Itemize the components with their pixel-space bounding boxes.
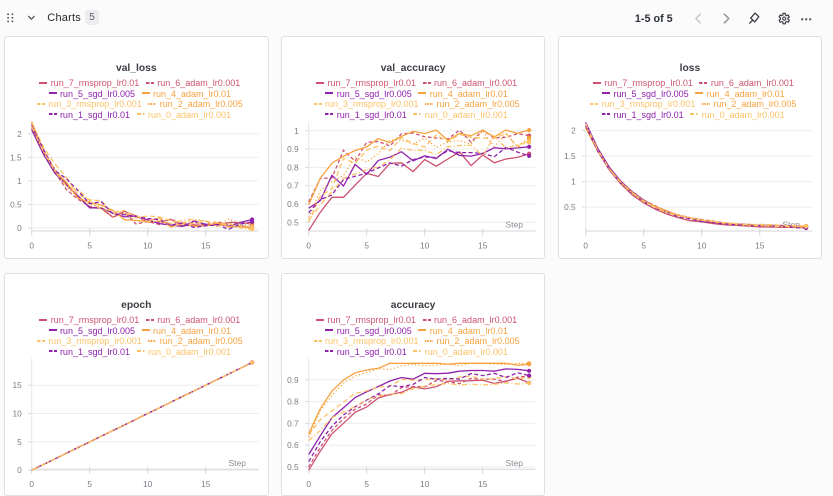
svg-text:0: 0	[17, 465, 22, 475]
svg-text:0.5: 0.5	[287, 217, 299, 227]
svg-text:0.5: 0.5	[10, 199, 22, 209]
svg-text:15: 15	[478, 241, 488, 251]
svg-text:5: 5	[641, 241, 646, 251]
svg-text:1: 1	[17, 176, 22, 186]
svg-text:5: 5	[364, 479, 369, 489]
svg-text:1: 1	[571, 177, 576, 187]
svg-text:1: 1	[294, 126, 299, 136]
svg-text:1.5: 1.5	[564, 151, 576, 161]
svg-text:5: 5	[87, 479, 92, 489]
svg-text:10: 10	[420, 479, 430, 489]
svg-text:10: 10	[697, 241, 707, 251]
svg-text:15: 15	[478, 479, 488, 489]
svg-text:10: 10	[143, 241, 153, 251]
svg-text:15: 15	[201, 479, 211, 489]
svg-text:0.8: 0.8	[287, 162, 299, 172]
svg-text:2: 2	[17, 129, 22, 139]
svg-text:0.8: 0.8	[287, 397, 299, 407]
svg-text:Step: Step	[229, 458, 247, 468]
svg-text:15: 15	[12, 380, 22, 390]
svg-text:2: 2	[571, 126, 576, 136]
svg-text:0.7: 0.7	[287, 418, 299, 428]
svg-text:10: 10	[143, 479, 153, 489]
svg-text:0: 0	[17, 223, 22, 233]
svg-text:0: 0	[306, 241, 311, 251]
svg-text:15: 15	[755, 241, 765, 251]
svg-text:5: 5	[17, 437, 22, 447]
svg-text:Step: Step	[505, 458, 523, 468]
svg-text:Step: Step	[782, 220, 800, 230]
svg-text:1.5: 1.5	[10, 152, 22, 162]
svg-text:0: 0	[306, 479, 311, 489]
svg-text:0.7: 0.7	[287, 181, 299, 191]
svg-text:0.9: 0.9	[287, 144, 299, 154]
svg-text:Step: Step	[229, 220, 247, 230]
svg-text:0.6: 0.6	[287, 440, 299, 450]
svg-text:15: 15	[201, 241, 211, 251]
svg-text:0: 0	[29, 241, 34, 251]
svg-text:0: 0	[29, 479, 34, 489]
svg-text:0.6: 0.6	[287, 199, 299, 209]
svg-text:Step: Step	[505, 220, 523, 230]
svg-text:5: 5	[87, 241, 92, 251]
svg-text:0: 0	[583, 241, 588, 251]
svg-text:0.5: 0.5	[564, 202, 576, 212]
svg-text:10: 10	[12, 409, 22, 419]
svg-text:0.9: 0.9	[287, 375, 299, 385]
svg-text:10: 10	[420, 241, 430, 251]
svg-text:5: 5	[364, 241, 369, 251]
svg-text:0.5: 0.5	[287, 462, 299, 472]
